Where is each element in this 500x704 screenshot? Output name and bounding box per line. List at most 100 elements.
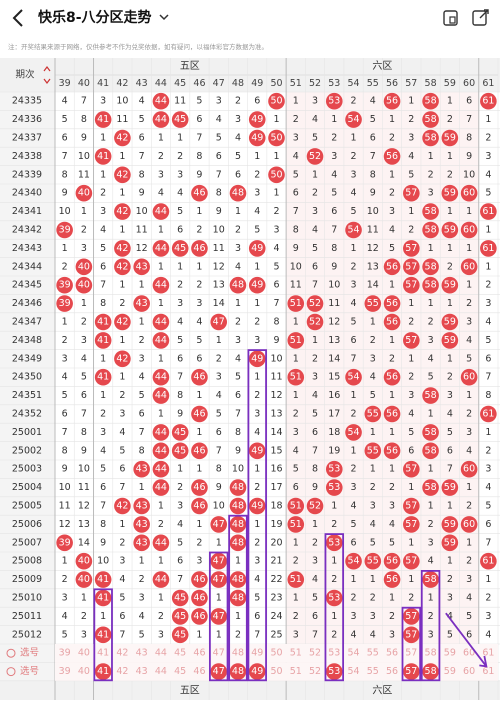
- miss-count: 5: [293, 464, 299, 475]
- period: 25001: [12, 427, 42, 438]
- share-icon[interactable]: [472, 9, 489, 26]
- miss-count: 4: [351, 501, 357, 512]
- ball-number: 59: [444, 188, 456, 199]
- miss-count: 2: [293, 409, 299, 420]
- miss-count: 3: [177, 501, 183, 512]
- drawn-ball: [75, 184, 93, 202]
- miss-count: 1: [331, 501, 337, 512]
- miss-count: 2: [370, 593, 376, 604]
- miss-count: 3: [158, 629, 164, 640]
- drawn-ball: [133, 460, 150, 478]
- ball-number: 54: [347, 372, 359, 383]
- miss-count: 8: [466, 133, 472, 144]
- miss-count: 2: [81, 317, 87, 328]
- miss-count: 10: [78, 464, 90, 475]
- miss-count: 2: [466, 409, 472, 420]
- miss-count: 7: [312, 280, 318, 291]
- miss-count: 2: [389, 482, 395, 493]
- miss-count: 1: [177, 261, 183, 272]
- miss-count: 2: [389, 353, 395, 364]
- back-button[interactable]: [12, 9, 23, 27]
- miss-count: 7: [139, 427, 145, 438]
- miss-count: 2: [235, 96, 241, 107]
- miss-count: 1: [447, 501, 453, 512]
- period: 24345: [12, 280, 42, 291]
- ball-number: 43: [136, 537, 148, 548]
- ball-number: 57: [405, 629, 417, 640]
- miss-count: 9: [235, 445, 241, 456]
- drawn-ball: [287, 332, 305, 349]
- ball-number: 47: [213, 317, 225, 328]
- miss-count: 6: [254, 611, 260, 622]
- ball-number: 40: [78, 556, 90, 567]
- annotation-box: [401, 606, 422, 682]
- ball-number: 48: [232, 537, 244, 548]
- ball-number: 60: [463, 188, 475, 199]
- selectable-number: 42: [116, 666, 128, 677]
- drawn-ball: [229, 589, 247, 607]
- calendar-icon[interactable]: [443, 10, 458, 26]
- drawn-ball: [248, 276, 266, 294]
- miss-count: 2: [447, 574, 453, 585]
- drawn-ball: [383, 258, 401, 276]
- drawn-ball: [403, 276, 420, 294]
- miss-count: 2: [351, 151, 357, 162]
- dropdown-icon[interactable]: [159, 14, 169, 21]
- miss-count: 10: [97, 556, 109, 567]
- miss-count: 1: [158, 298, 164, 309]
- miss-count: 2: [389, 611, 395, 622]
- miss-count: 2: [254, 537, 260, 548]
- selected-number: 53: [328, 666, 340, 677]
- miss-count: 2: [235, 629, 241, 640]
- miss-count: 3: [485, 464, 491, 475]
- miss-count: 2: [408, 114, 414, 125]
- miss-count: 4: [216, 390, 222, 401]
- drawn-ball: [383, 552, 401, 570]
- miss-count: 1: [485, 225, 491, 236]
- miss-count: 4: [235, 353, 241, 364]
- miss-count: 1: [351, 133, 357, 144]
- miss-count: 3: [273, 225, 279, 236]
- miss-count: 4: [158, 188, 164, 199]
- miss-count: 4: [177, 519, 183, 530]
- miss-count: 8: [235, 427, 241, 438]
- icon-detail: [449, 16, 456, 24]
- drawn-ball: [441, 479, 459, 496]
- miss-count: 4: [370, 519, 376, 530]
- miss-count: 4: [254, 206, 260, 217]
- select-radio: [6, 667, 16, 677]
- miss-count: 2: [100, 409, 106, 420]
- ball-number: 47: [213, 556, 225, 567]
- miss-count: 2: [177, 151, 183, 162]
- drawn-ball: [229, 276, 247, 294]
- period: 24352: [12, 409, 42, 420]
- miss-count: 4: [447, 409, 453, 420]
- miss-count: 9: [139, 188, 145, 199]
- drawn-ball: [171, 608, 189, 625]
- miss-count: 6: [119, 464, 125, 475]
- drawn-ball: [460, 368, 478, 386]
- miss-count: 11: [174, 96, 186, 107]
- ball-number: 47: [213, 611, 225, 622]
- drawn-ball: [268, 92, 285, 110]
- miss-count: 3: [81, 243, 87, 254]
- drawn-ball: [268, 129, 285, 147]
- miss-count: 5: [100, 464, 106, 475]
- miss-count: 20: [270, 537, 282, 548]
- ball-number: 41: [97, 372, 109, 383]
- miss-count: 4: [62, 372, 68, 383]
- miss-count: 9: [62, 188, 68, 199]
- ball-number: 61: [482, 409, 494, 420]
- miss-count: 2: [408, 317, 414, 328]
- ball-number: 45: [174, 629, 186, 640]
- miss-count: 6: [62, 133, 68, 144]
- column-number: 48: [232, 78, 244, 89]
- miss-count: 3: [351, 482, 357, 493]
- miss-count: 7: [177, 574, 183, 585]
- drawn-ball: [191, 405, 208, 423]
- miss-count: 1: [158, 409, 164, 420]
- selectable-number: 39: [59, 648, 71, 659]
- miss-count: 2: [196, 537, 202, 548]
- ball-number: 41: [97, 317, 109, 328]
